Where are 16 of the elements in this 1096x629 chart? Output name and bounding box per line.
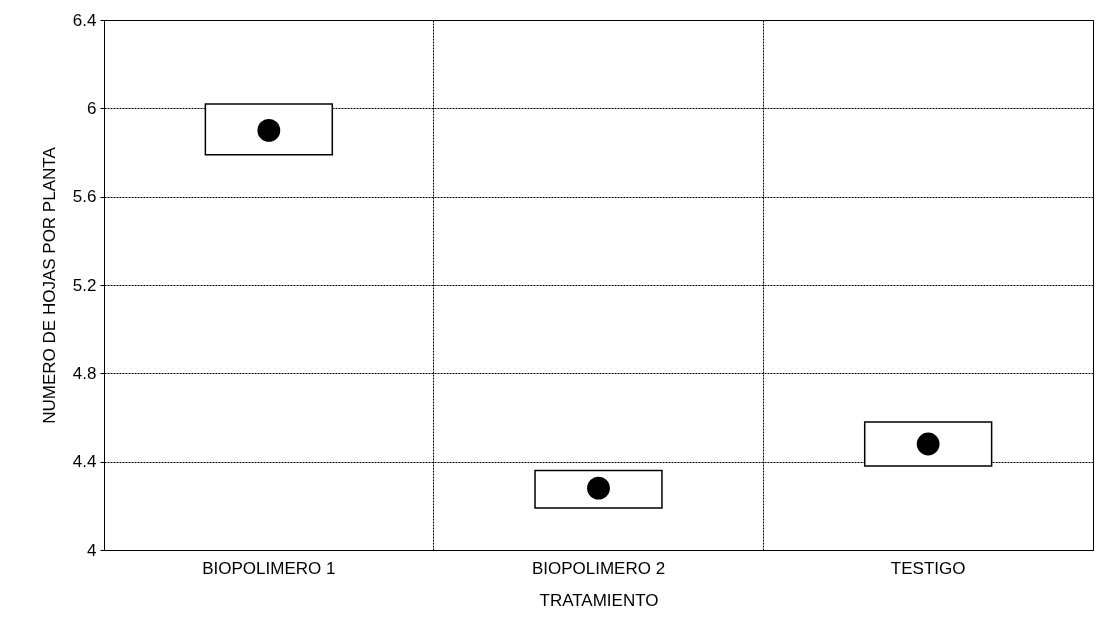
y-tick-label: 4.8 <box>72 363 97 383</box>
y-tick-label: 6.4 <box>72 10 97 30</box>
y-tick-label: 6 <box>87 98 97 118</box>
x-tick-label: BIOPOLIMERO 2 <box>531 558 666 578</box>
y-tick-label: 5.2 <box>72 275 97 295</box>
x-axis-title: TRATAMIENTO <box>539 590 659 610</box>
bar <box>534 469 663 509</box>
point <box>587 476 610 500</box>
y-tick-label: 4.4 <box>72 452 97 472</box>
point <box>257 119 281 142</box>
x-tick-label: BIOPOLIMERO 1 <box>202 558 336 578</box>
y-tick-label: 5.6 <box>72 187 97 207</box>
x-tick-label: TESTIGO <box>890 558 966 578</box>
point <box>916 432 940 456</box>
y-tick-label: 4 <box>87 540 97 560</box>
y-axis-title: NUMERO DE HOJAS POR PLANTA <box>39 146 59 424</box>
